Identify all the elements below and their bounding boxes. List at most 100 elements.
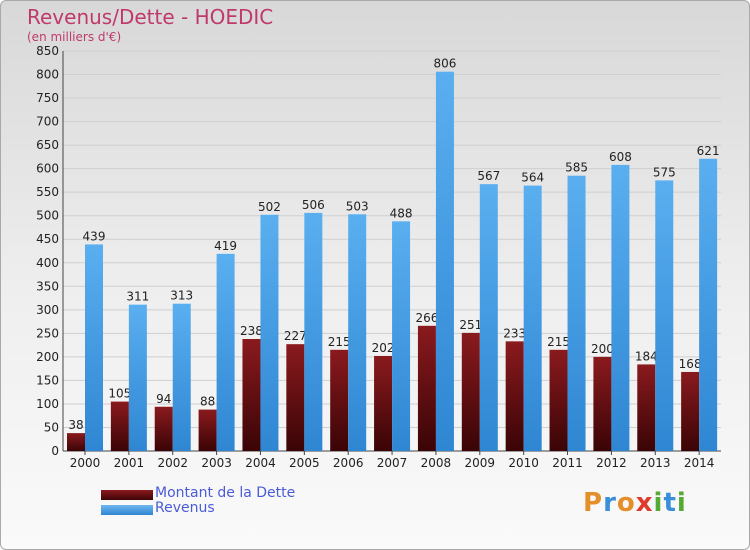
- legend-label-dette: Montant de la Dette: [155, 485, 296, 501]
- logo-letter: i: [676, 488, 687, 518]
- logo-letter: o: [616, 488, 636, 518]
- y-tick-label: 350: [36, 279, 59, 293]
- legend-swatch-dette: [101, 490, 153, 500]
- y-tick-label: 250: [36, 326, 59, 340]
- data-label-revenus: 608: [609, 150, 632, 164]
- bar-dette: [593, 356, 612, 451]
- y-tick-label: 500: [36, 209, 59, 223]
- y-tick-label: 100: [36, 397, 59, 411]
- data-label-revenus: 575: [653, 165, 676, 179]
- data-label-dette: 233: [503, 326, 526, 340]
- logo-letter: r: [603, 488, 617, 518]
- data-label-revenus: 506: [302, 198, 325, 212]
- bar-dette: [505, 341, 524, 451]
- data-label-dette: 105: [108, 387, 131, 401]
- y-tick-label: 50: [44, 420, 59, 434]
- chart-subtitle: (en milliers d'€): [27, 30, 122, 44]
- x-tick-label: 2002: [157, 456, 188, 470]
- bar-revenus: [216, 253, 235, 451]
- bar-revenus: [392, 221, 411, 451]
- legend-swatch-revenus: [101, 505, 153, 515]
- x-tick-label: 2006: [333, 456, 364, 470]
- x-tick-label: 2000: [70, 456, 101, 470]
- bar-revenus: [435, 71, 454, 452]
- data-label-revenus: 311: [126, 290, 149, 304]
- bar-dette: [330, 349, 349, 451]
- y-tick-label: 600: [36, 162, 59, 176]
- bar-revenus: [304, 212, 323, 451]
- bar-revenus: [128, 304, 147, 451]
- data-label-revenus: 621: [697, 144, 720, 158]
- bar-dette: [417, 325, 436, 451]
- data-label-revenus: 585: [565, 161, 588, 175]
- bar-revenus: [172, 303, 191, 451]
- bar-revenus: [523, 185, 542, 451]
- data-label-revenus: 439: [83, 229, 106, 243]
- y-tick-label: 0: [51, 444, 59, 458]
- bar-revenus: [655, 180, 674, 452]
- bar-dette: [374, 355, 393, 451]
- data-label-dette: 266: [415, 311, 438, 325]
- logo-letter: x: [635, 488, 654, 518]
- bar-revenus: [348, 214, 367, 451]
- y-tick-label: 150: [36, 373, 59, 387]
- x-tick-label: 2010: [508, 456, 539, 470]
- x-tick-label: 2007: [377, 456, 408, 470]
- proxiti-logo: Proxiti: [583, 488, 687, 518]
- data-label-dette: 200: [591, 342, 614, 356]
- bar-revenus: [260, 214, 279, 451]
- y-tick-label: 650: [36, 138, 59, 152]
- data-label-dette: 238: [240, 324, 263, 338]
- data-label-revenus: 502: [258, 200, 281, 214]
- data-label-dette: 251: [459, 318, 482, 332]
- logo-letter: i: [653, 488, 664, 518]
- bar-dette: [154, 406, 173, 451]
- y-tick-label: 550: [36, 185, 59, 199]
- bar-revenus: [567, 175, 586, 452]
- bar-dette: [461, 332, 480, 451]
- chart-title: Revenus/Dette - HOEDIC: [27, 5, 274, 29]
- y-tick-label: 200: [36, 350, 59, 364]
- y-tick-label: 850: [36, 44, 59, 58]
- bar-dette: [242, 339, 261, 451]
- data-label-revenus: 503: [346, 199, 369, 213]
- x-tick-label: 2001: [114, 456, 145, 470]
- x-tick-label: 2003: [201, 456, 232, 470]
- x-tick-label: 2004: [245, 456, 276, 470]
- data-label-revenus: 806: [433, 57, 456, 71]
- y-tick-label: 800: [36, 68, 59, 82]
- bar-chart: 0 50 100 150 200 250 300 350 400 450 500 550 600 650 7…: [36, 44, 721, 470]
- y-tick-label: 750: [36, 91, 59, 105]
- data-label-dette: 227: [284, 329, 307, 343]
- bar-dette: [110, 401, 129, 451]
- x-tick-label: 2013: [640, 456, 671, 470]
- data-label-dette: 88: [200, 395, 215, 409]
- x-tick-label: 2005: [289, 456, 320, 470]
- bar-dette: [681, 371, 700, 451]
- data-label-revenus: 564: [521, 171, 544, 185]
- data-label-revenus: 488: [390, 206, 413, 220]
- data-label-dette: 94: [156, 392, 171, 406]
- bar-dette: [637, 364, 656, 451]
- legend-label-revenus: Revenus: [155, 500, 215, 516]
- data-label-dette: 184: [635, 349, 658, 363]
- bar-revenus: [85, 244, 103, 451]
- data-label-dette: 215: [547, 335, 570, 349]
- bar-dette: [198, 409, 217, 451]
- x-tick-label: 2012: [596, 456, 627, 470]
- bar-revenus: [479, 184, 498, 452]
- bar-dette: [286, 344, 305, 451]
- y-tick-label: 450: [36, 232, 59, 246]
- bar-revenus: [611, 164, 630, 451]
- x-tick-label: 2008: [421, 456, 452, 470]
- data-label-revenus: 313: [170, 289, 193, 303]
- bar-dette: [549, 349, 568, 451]
- data-label-dette: 168: [679, 357, 702, 371]
- y-tick-label: 700: [36, 115, 59, 129]
- data-label-revenus: 419: [214, 239, 237, 253]
- y-tick-label: 400: [36, 256, 59, 270]
- data-label-dette: 38: [68, 418, 83, 432]
- bar-dette: [67, 433, 85, 451]
- x-tick-label: 2011: [552, 456, 583, 470]
